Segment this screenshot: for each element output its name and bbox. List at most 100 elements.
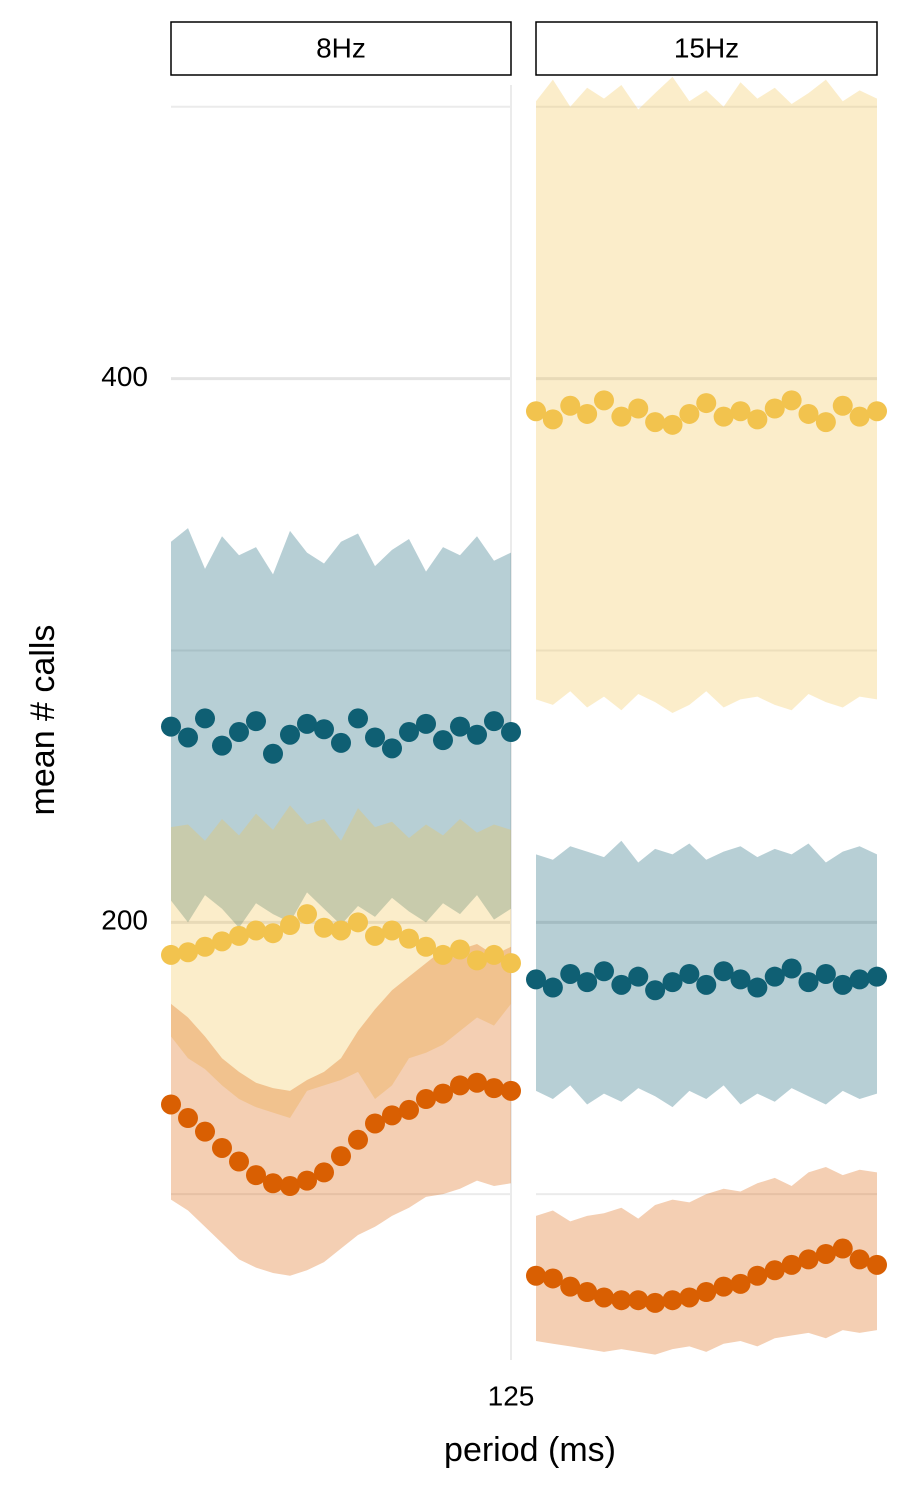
point [747, 409, 768, 430]
point [611, 1290, 632, 1311]
point [645, 980, 666, 1001]
point [849, 1249, 870, 1270]
point [526, 1265, 546, 1286]
point [713, 406, 734, 427]
strip [535, 21, 878, 76]
point [526, 969, 546, 990]
point [195, 1121, 215, 1142]
point [501, 953, 521, 974]
point [577, 972, 598, 993]
point [560, 1276, 581, 1297]
point [229, 925, 249, 946]
point [399, 722, 419, 743]
strip-label: 15Hz [674, 32, 739, 63]
point [297, 904, 317, 925]
point [416, 936, 436, 957]
point [577, 403, 598, 424]
point [399, 1099, 419, 1120]
point [867, 401, 887, 422]
point [730, 401, 751, 422]
point [484, 1078, 504, 1099]
point [526, 401, 546, 422]
point [645, 1292, 666, 1313]
point [815, 1243, 836, 1264]
x-tick-label: 125 [488, 1380, 535, 1411]
point [593, 961, 614, 982]
point [542, 1268, 563, 1289]
point [628, 966, 649, 987]
point [161, 944, 181, 965]
point [348, 708, 368, 729]
point [161, 716, 181, 737]
point [212, 735, 232, 756]
point [764, 398, 785, 419]
point [662, 972, 683, 993]
point [365, 727, 385, 748]
point [331, 920, 351, 941]
point [611, 974, 632, 995]
point [764, 1260, 785, 1281]
point [467, 950, 487, 971]
point [832, 974, 853, 995]
point [246, 711, 266, 732]
point [450, 939, 470, 960]
point [416, 713, 436, 734]
point [542, 977, 563, 998]
point [331, 732, 351, 753]
point [867, 966, 887, 987]
point [696, 974, 717, 995]
point [280, 915, 300, 936]
point [314, 917, 334, 938]
point [365, 925, 385, 946]
point [747, 977, 768, 998]
point [611, 406, 632, 427]
band [171, 944, 511, 1276]
point [713, 1276, 734, 1297]
point [433, 730, 453, 751]
point [501, 722, 521, 743]
point [628, 1290, 649, 1311]
point [229, 722, 249, 743]
point [679, 1287, 700, 1308]
point [314, 1162, 334, 1183]
point [399, 928, 419, 949]
point [560, 395, 581, 416]
point [433, 1083, 453, 1104]
point [781, 958, 802, 979]
point [730, 969, 751, 990]
point [662, 1290, 683, 1311]
point [577, 1282, 598, 1303]
point [696, 1282, 717, 1303]
y-tick-label: 400 [101, 361, 148, 392]
point [382, 1105, 402, 1126]
point [501, 1080, 521, 1101]
point [433, 944, 453, 965]
point [450, 1075, 470, 1096]
point [450, 716, 470, 737]
point [679, 963, 700, 984]
point [849, 406, 870, 427]
y-axis-title: mean # calls [24, 625, 62, 816]
point [696, 393, 717, 414]
point [484, 711, 504, 732]
point [849, 969, 870, 990]
point [713, 961, 734, 982]
point [382, 738, 402, 759]
point [467, 1072, 487, 1093]
point [280, 724, 300, 745]
point [348, 912, 368, 933]
point [730, 1273, 751, 1294]
x-axis-title: period (ms) [444, 1431, 616, 1469]
point [832, 1238, 853, 1259]
y-tick-label: 200 [101, 905, 148, 936]
point [467, 724, 487, 745]
point [416, 1089, 436, 1110]
point [815, 963, 836, 984]
strip-label: 8Hz [316, 32, 366, 63]
point [542, 409, 563, 430]
band [171, 805, 511, 1119]
point [297, 1170, 317, 1191]
band [171, 528, 511, 928]
point [679, 403, 700, 424]
